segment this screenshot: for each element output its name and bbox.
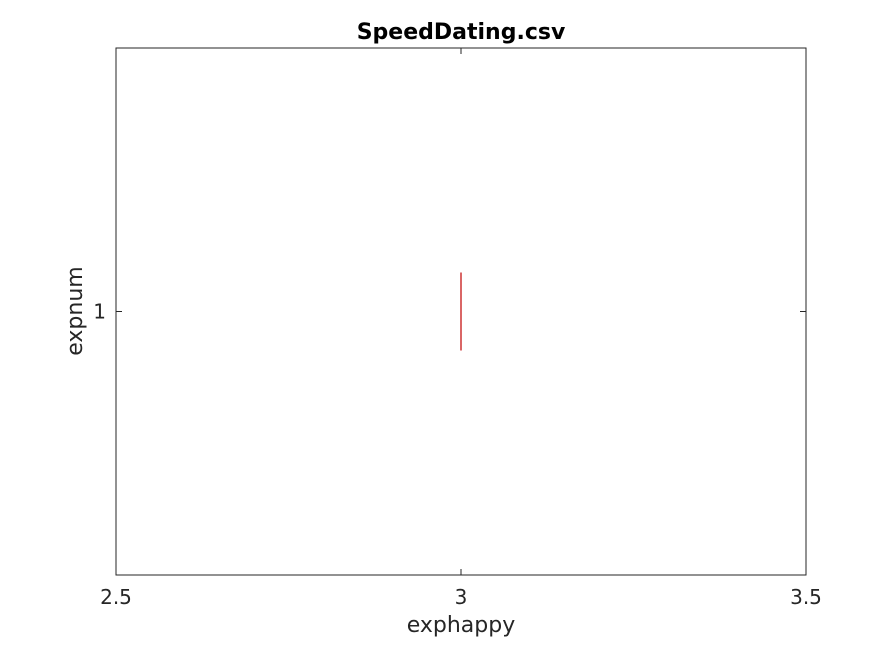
chart-title: SpeedDating.csv [357, 20, 566, 45]
y-axis-label: expnum [63, 266, 88, 355]
x-tick-label: 3 [455, 585, 468, 609]
x-axis-ticks: 2.5 3 3.5 [100, 48, 822, 609]
y-tick-label: 1 [93, 300, 106, 324]
x-tick-label: 2.5 [100, 585, 132, 609]
x-tick-label: 3.5 [790, 585, 822, 609]
x-axis-label: exphappy [407, 613, 516, 638]
y-axis-ticks: 1 [93, 300, 806, 324]
